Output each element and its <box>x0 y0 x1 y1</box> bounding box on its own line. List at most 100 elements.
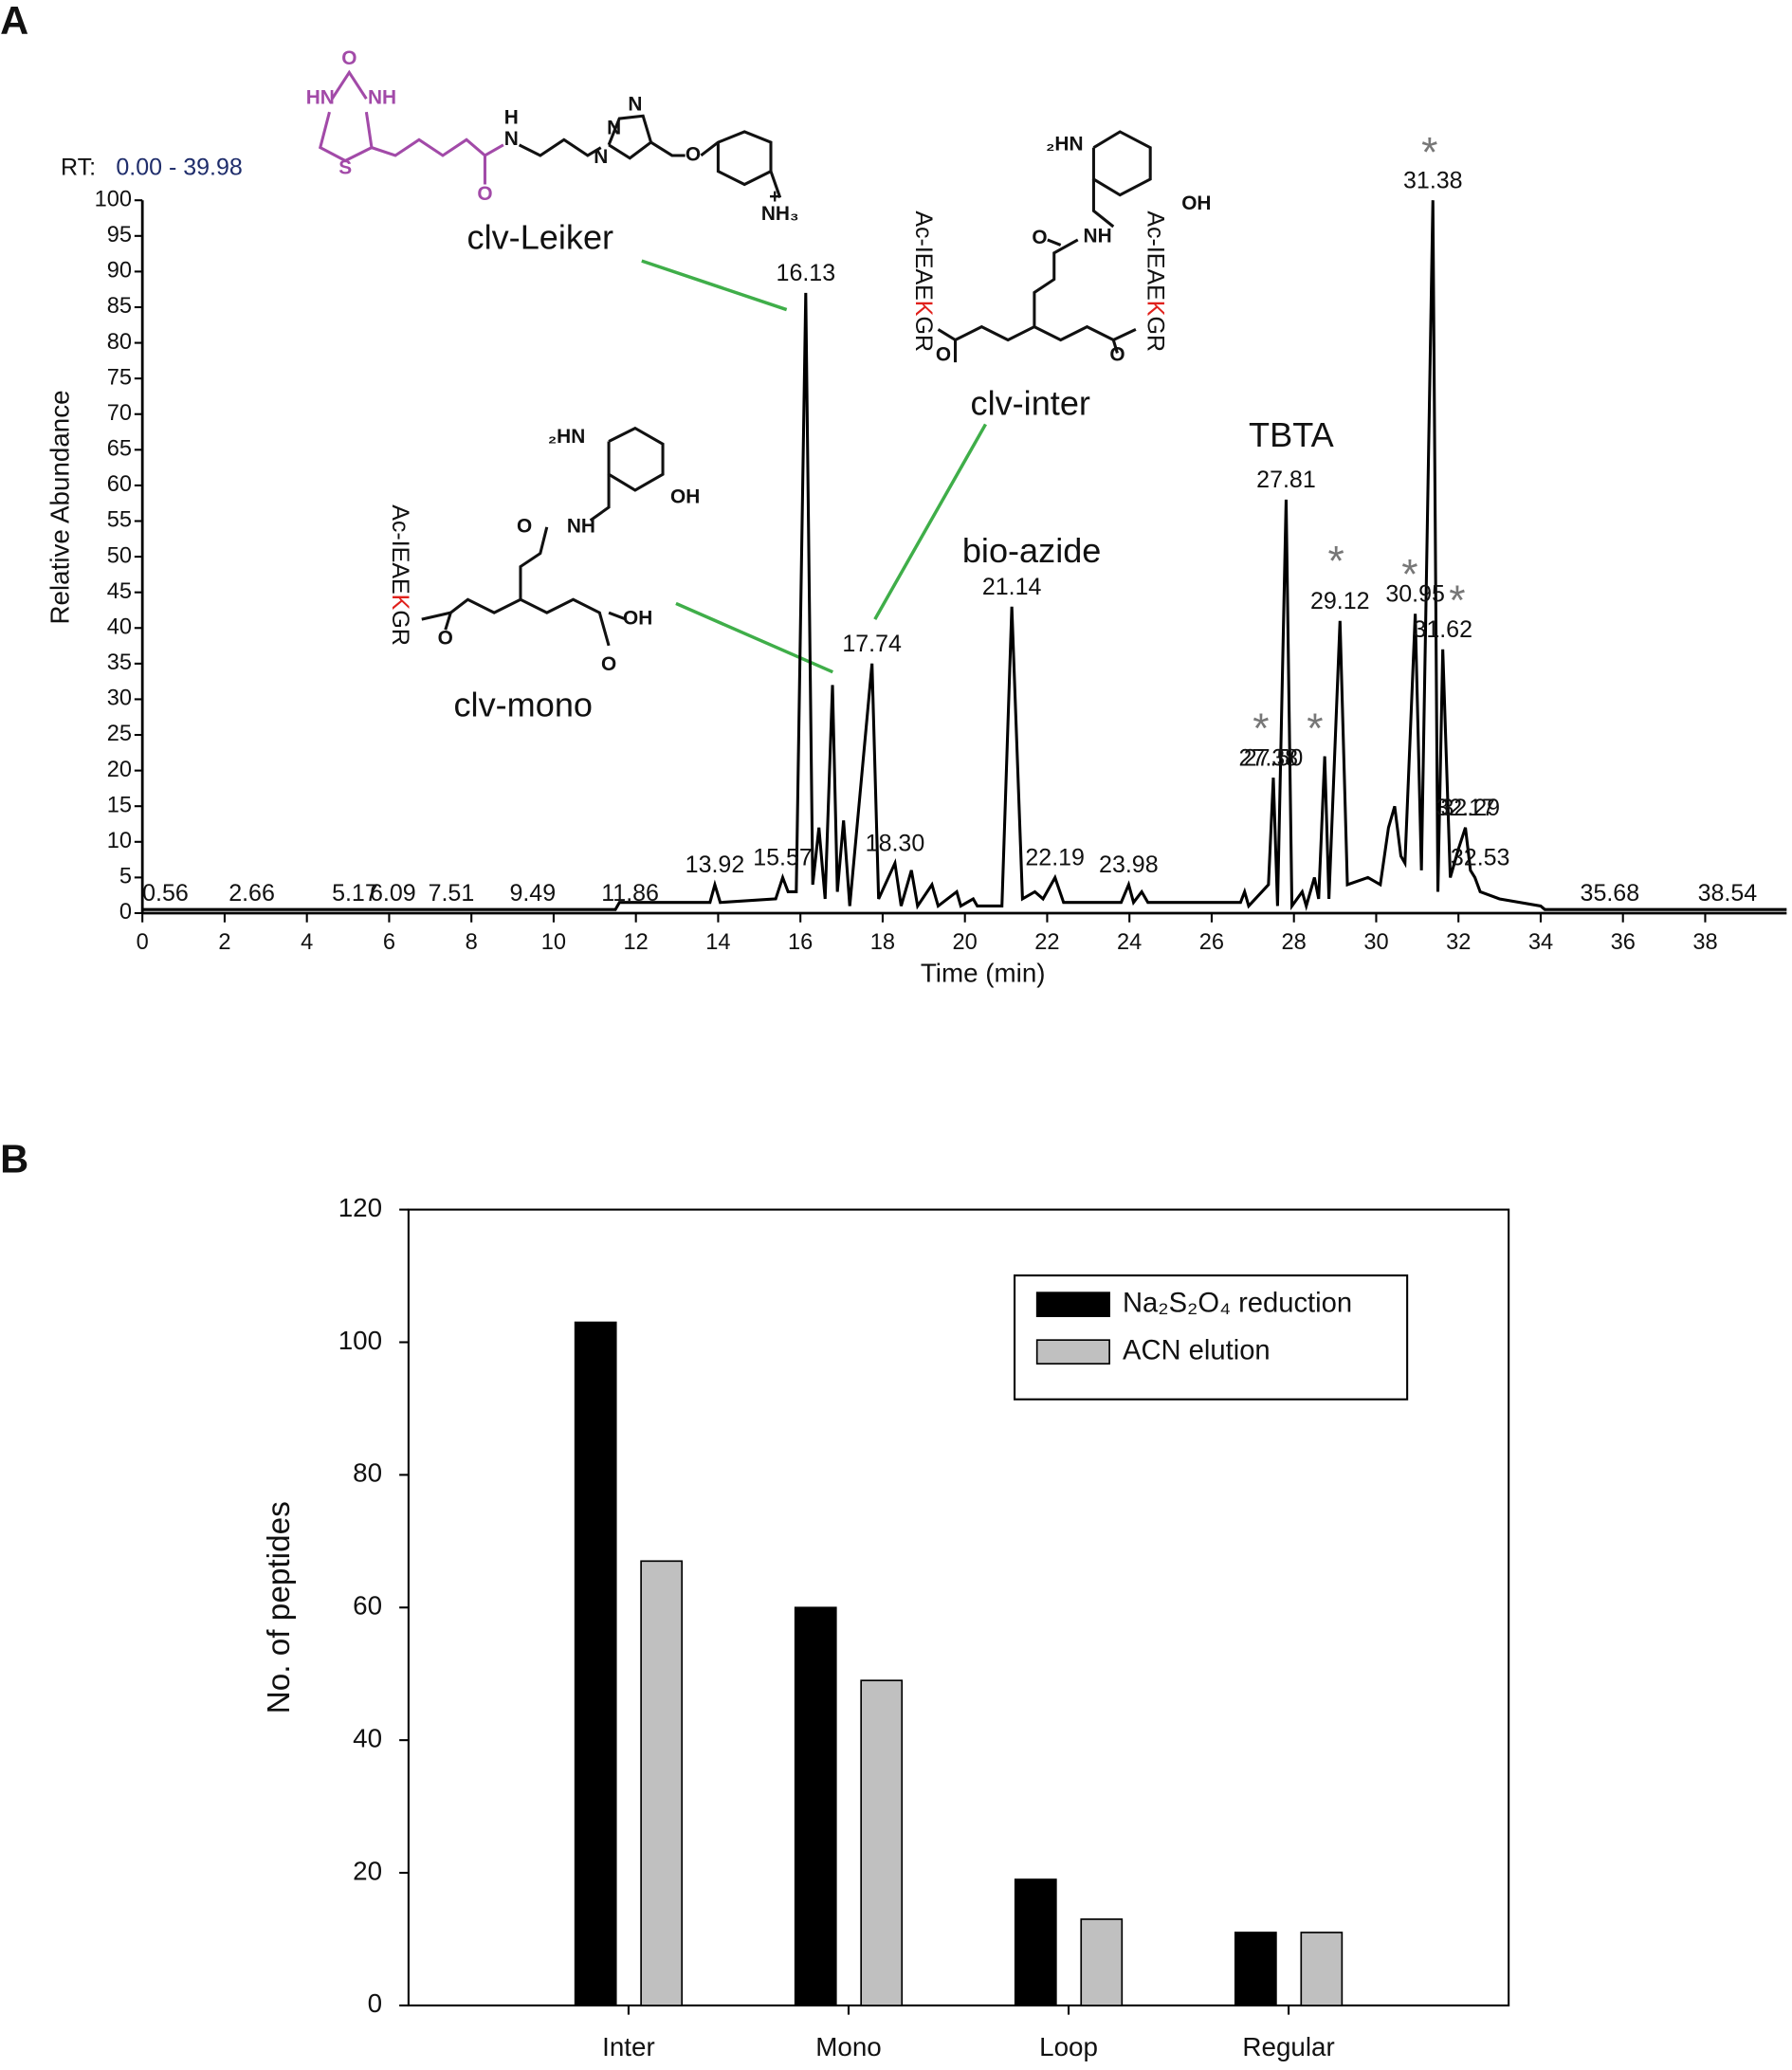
atom-label: N <box>607 118 621 139</box>
bar <box>1014 1878 1057 2006</box>
peak-label: 13.92 <box>686 852 745 878</box>
y-tick-label: 0 <box>368 1988 382 2018</box>
bar <box>1234 1932 1277 2006</box>
peptide-part: Ac-IEAE <box>1143 211 1169 300</box>
peak-label: 32.29 <box>1441 795 1501 821</box>
x-tick-label: 20 <box>953 930 978 955</box>
y-tick-label: 75 <box>107 365 132 390</box>
atom-label: O <box>601 653 616 675</box>
y-tick-label: 100 <box>338 1326 382 1355</box>
x-tick-label: 28 <box>1282 930 1307 955</box>
bar <box>1080 1918 1124 2006</box>
peak-label: 11.86 <box>601 880 659 907</box>
linker-structure <box>518 114 782 198</box>
peptide-part: Ac-IEAE <box>388 504 414 594</box>
peptide-part: GR <box>1143 317 1169 352</box>
peptide-part: GR <box>910 317 937 353</box>
x-tick-label: 2 <box>218 930 230 955</box>
compound-label: clv-Leiker <box>467 217 614 256</box>
atom-label: O <box>686 143 701 165</box>
x-tick-label: 26 <box>1199 930 1224 955</box>
peak-label: 27.38 <box>1239 744 1299 771</box>
leader-line <box>873 423 988 620</box>
atom-label: NH₃ <box>761 203 799 225</box>
peptide-label: Ac-IEAEKGR <box>388 504 414 646</box>
x-tick-label: 18 <box>870 930 895 955</box>
x-tick-label: 32 <box>1446 930 1471 955</box>
leader-line <box>641 259 788 312</box>
peak-label: 32.53 <box>1451 845 1510 871</box>
y-tick-label: 40 <box>353 1723 382 1752</box>
x-tick-label: Loop <box>1039 2032 1098 2061</box>
bar <box>794 1606 837 2006</box>
y-tick-label: 5 <box>119 865 132 889</box>
peak-label: 6.09 <box>370 880 416 907</box>
leader-line <box>675 601 833 674</box>
asterisk: * <box>1449 577 1465 624</box>
atom-label: O <box>341 47 357 69</box>
x-tick-label: 0 <box>137 930 149 955</box>
x-tick-label: 6 <box>383 930 395 955</box>
range-label: RT: <box>61 154 96 180</box>
biotin-structure <box>318 69 504 185</box>
y-tick-label: 20 <box>107 758 132 782</box>
x-tick-label: Inter <box>602 2032 655 2061</box>
asterisk: * <box>1401 551 1417 597</box>
peak-label: 16.13 <box>777 260 836 286</box>
asterisk: * <box>1307 705 1323 752</box>
peptide-part: K <box>388 595 414 611</box>
atom-label: O <box>1032 227 1047 248</box>
atom-label: OH <box>623 608 652 630</box>
atom-label: OH <box>1181 192 1211 214</box>
y-tick-label: 30 <box>107 687 132 711</box>
y-tick-label: 25 <box>107 722 132 746</box>
legend-swatch <box>1035 1291 1110 1318</box>
compound-label: TBTA <box>1249 415 1335 454</box>
x-tick-label: 22 <box>1034 930 1059 955</box>
bar <box>640 1560 684 2006</box>
x-tick-label: 36 <box>1611 930 1636 955</box>
peak-label: 38.54 <box>1698 880 1758 907</box>
peak-label: 15.57 <box>753 845 813 871</box>
atom-label: NH <box>567 515 595 537</box>
x-tick-label: 14 <box>705 930 730 955</box>
peak-label: 23.98 <box>1099 852 1159 878</box>
x-tick-label: Mono <box>815 2032 882 2061</box>
atom-label: O <box>477 183 492 205</box>
atom-label: O <box>936 344 951 366</box>
peak-label: 7.51 <box>429 880 475 907</box>
peak-label: 5.17 <box>332 880 378 907</box>
peak-label: 22.19 <box>1025 845 1085 871</box>
x-tick-label: 12 <box>624 930 649 955</box>
peak-label: 30.95 <box>1385 580 1445 607</box>
compound-label: clv-mono <box>454 686 593 724</box>
atom-label: HN <box>306 87 335 109</box>
y-tick-label: 0 <box>119 900 132 925</box>
x-tick-label: Regular <box>1242 2032 1334 2061</box>
clv-mono-structure <box>421 426 665 647</box>
atom-label: S <box>338 156 352 178</box>
peptide-label: Ac-IEAEKGR <box>1143 211 1169 352</box>
atom-label: N <box>594 146 608 168</box>
asterisk: * <box>1253 705 1269 752</box>
peptide-part: K <box>910 301 937 317</box>
atom-label: N <box>628 94 642 116</box>
x-tick-label: 38 <box>1692 930 1717 955</box>
y-tick-label: 65 <box>107 437 132 462</box>
y-tick-label: 40 <box>107 614 132 639</box>
y-tick-label: 55 <box>107 508 132 533</box>
compound-label: bio-azide <box>962 531 1102 570</box>
x-tick-label: 4 <box>301 930 313 955</box>
peptide-part: Ac-IEAE <box>910 211 937 300</box>
atom-label: + <box>769 186 780 208</box>
peak-label: 9.49 <box>509 880 556 907</box>
y-tick-label: 60 <box>353 1591 382 1621</box>
atom-label: ₂HN <box>548 426 585 448</box>
peak-label: 2.66 <box>229 880 275 907</box>
peptide-label: Ac-IEAEKGR <box>910 211 937 352</box>
bar <box>1300 1932 1344 2006</box>
y-tick-label: 95 <box>107 223 132 247</box>
atom-label: O <box>438 627 453 649</box>
y-tick-label: 15 <box>107 793 132 817</box>
x-axis-label: Time (min) <box>921 959 1046 988</box>
